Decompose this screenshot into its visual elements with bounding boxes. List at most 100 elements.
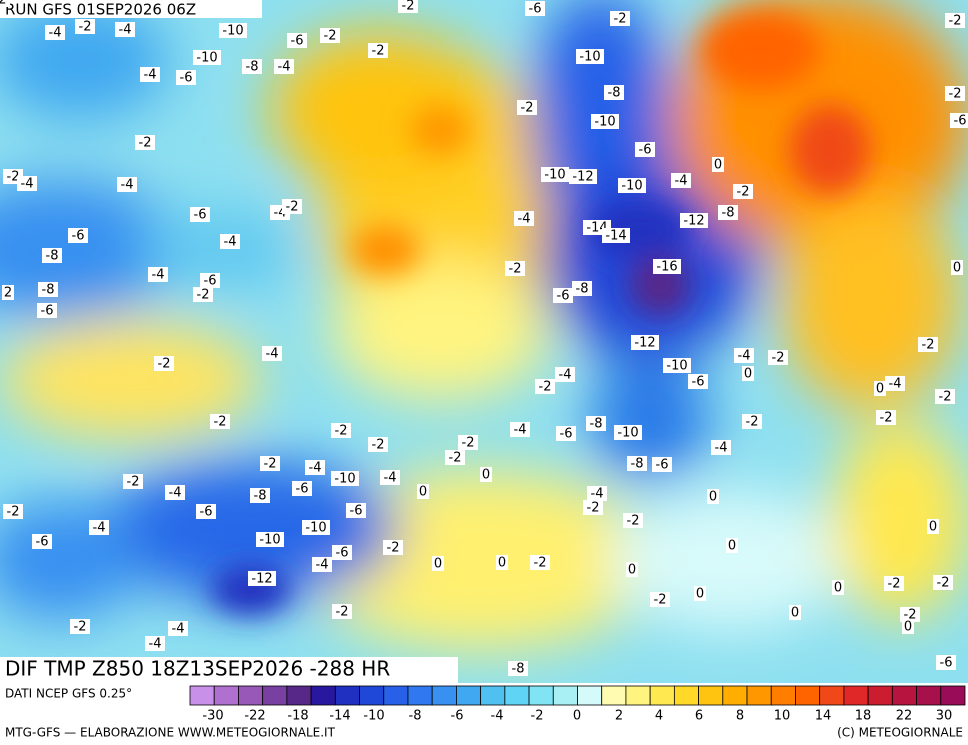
legend-label: -14	[329, 709, 350, 724]
contour-label: 0	[728, 539, 736, 554]
legend-label: 8	[736, 709, 744, 724]
contour-label-box	[220, 234, 240, 249]
contour-label-box	[17, 176, 37, 191]
contour-label-box	[530, 555, 550, 570]
legend-label: -4	[491, 709, 504, 724]
contour-label-box	[190, 207, 210, 222]
contour-label: -4	[278, 60, 291, 75]
contour-label: -8	[590, 417, 603, 432]
contour-label: -2	[937, 576, 950, 591]
contour-label-box	[250, 488, 270, 503]
legend-swatch	[480, 685, 506, 706]
contour-label-box	[75, 19, 95, 34]
contour-label-box	[282, 199, 302, 214]
contour-label: -2	[922, 338, 935, 353]
contour-label: -4	[266, 347, 279, 362]
contour-label: 0	[876, 382, 884, 397]
contour-label-box	[292, 481, 312, 496]
contour-label-box	[935, 389, 955, 404]
contour-label-box	[312, 557, 332, 572]
legend-swatch	[552, 685, 578, 706]
contour-label: -4	[591, 487, 604, 502]
legend-swatch	[286, 685, 312, 706]
contour-label: -4	[559, 368, 572, 383]
contour-label-box	[742, 366, 754, 381]
field-label: DIF TMP Z850 18Z13SEP2026 -288 HR	[5, 657, 390, 681]
contour-label-box	[951, 260, 963, 275]
contour-label-box	[193, 287, 213, 302]
contour-label-box	[614, 425, 642, 440]
contour-label: 0	[714, 158, 722, 173]
contour-label: 0	[498, 556, 506, 571]
contour-label-box	[733, 184, 753, 199]
contour-label-box	[604, 85, 624, 100]
legend-swatch	[504, 685, 530, 706]
contour-label: -4	[149, 637, 162, 652]
contour-label: -2	[772, 351, 785, 366]
contour-label: -2	[888, 577, 901, 592]
contour-label-box	[933, 575, 953, 590]
legend-label: -8	[409, 709, 422, 724]
legend-swatch	[746, 685, 772, 706]
contour-label: -10	[617, 426, 638, 441]
contour-label: -4	[169, 486, 182, 501]
contour-label-box	[718, 205, 738, 220]
contour-label-box	[711, 440, 731, 455]
contour-label-box	[210, 414, 230, 429]
contour-label: -10	[666, 359, 687, 374]
contour-label: -4	[224, 235, 237, 250]
contour-label-box	[510, 422, 530, 437]
contour-label-box	[274, 59, 294, 74]
contour-label-box	[508, 661, 528, 676]
legend-swatch	[407, 685, 433, 706]
legend-swatch	[891, 685, 917, 706]
contour-label-box	[927, 519, 939, 534]
legend-label: 14	[815, 709, 832, 724]
contour-label-box	[587, 486, 607, 501]
contour-label: -2	[197, 288, 210, 303]
contour-label-box	[165, 485, 185, 500]
legend-swatch	[770, 685, 796, 706]
legend-swatch	[238, 685, 264, 706]
contour-label: -8	[608, 86, 621, 101]
contour-label: -6	[940, 656, 953, 671]
contour-label: -6	[529, 2, 542, 17]
contour-label-box	[200, 273, 220, 288]
contour-label: -4	[152, 268, 165, 283]
legend-swatch	[916, 685, 942, 706]
contour-label-box	[38, 282, 58, 297]
contour-label: -10	[222, 24, 243, 39]
contour-label-box	[936, 655, 956, 670]
contour-label: -6	[36, 535, 49, 550]
contour-label-box	[602, 228, 630, 243]
legend-swatch	[334, 685, 360, 706]
contour-label: -2	[939, 390, 952, 405]
contour-label: -2	[880, 411, 893, 426]
contour-label: -4	[21, 177, 34, 192]
contour-label: 0	[434, 557, 442, 572]
contour-label-box	[262, 346, 282, 361]
legend-label: 22	[896, 709, 913, 724]
contour-label: -8	[46, 249, 59, 264]
contour-label-box	[712, 157, 724, 172]
contour-label-box	[569, 169, 597, 184]
contour-label-box	[517, 100, 537, 115]
contour-label-box	[480, 467, 492, 482]
contour-label: -2	[336, 605, 349, 620]
contour-label-box	[707, 489, 719, 504]
contour-label-box	[742, 414, 762, 429]
legend-swatch	[528, 685, 554, 706]
source-label: DATI NCEP GFS 0.25°	[5, 687, 132, 701]
contour-label-box	[555, 367, 575, 382]
contour-label-box	[168, 621, 188, 636]
contour-label: -2	[7, 505, 20, 520]
contour-label: -2	[509, 262, 522, 277]
contour-label: -12	[251, 572, 272, 587]
contour-label-box	[586, 416, 606, 431]
contour-label-box	[346, 503, 366, 518]
contour-label-box	[260, 456, 280, 471]
contour-label-box	[734, 348, 754, 363]
contour-label-box	[154, 356, 174, 371]
contour-label: -4	[172, 622, 185, 637]
contour-label-box	[627, 456, 647, 471]
